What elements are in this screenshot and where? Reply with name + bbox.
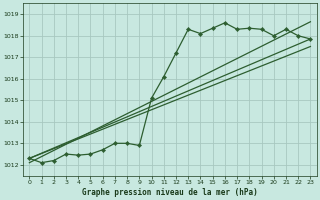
- X-axis label: Graphe pression niveau de la mer (hPa): Graphe pression niveau de la mer (hPa): [82, 188, 258, 197]
